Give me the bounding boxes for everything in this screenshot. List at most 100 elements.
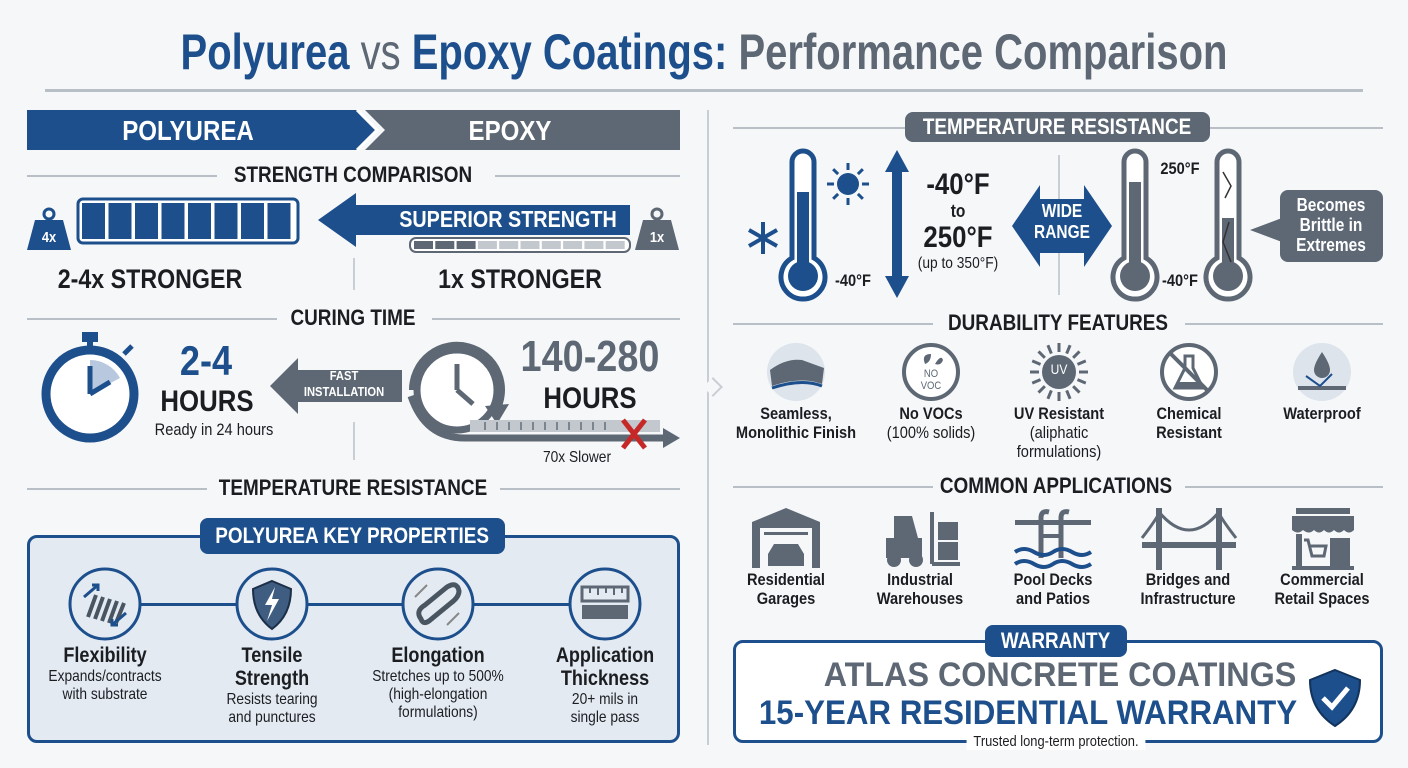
center-divider bbox=[707, 110, 709, 745]
divider-line bbox=[500, 488, 680, 490]
uv-sun-icon bbox=[1030, 343, 1088, 401]
divider-line bbox=[27, 175, 217, 177]
cracked-thermometer-icon bbox=[1203, 148, 1253, 302]
divider-line bbox=[27, 488, 207, 490]
divider-line bbox=[495, 175, 680, 177]
range-note: (up to 350°F) bbox=[917, 255, 999, 272]
callout-line3: Extremes bbox=[1296, 235, 1366, 255]
connector-line bbox=[105, 603, 605, 606]
durability-label: Waterproof bbox=[1283, 404, 1361, 423]
sun-icon bbox=[827, 163, 869, 205]
weight-icon bbox=[635, 207, 679, 250]
application-label: Retail Spaces bbox=[1274, 589, 1370, 608]
application-label: Garages bbox=[756, 589, 816, 608]
chemical-flask-icon bbox=[1160, 343, 1218, 401]
stopwatch-icon bbox=[41, 332, 139, 443]
bar-segment bbox=[456, 241, 476, 249]
no-voc-icon bbox=[902, 343, 960, 401]
application-label: Warehouses bbox=[876, 589, 964, 608]
property-description: single pass bbox=[570, 709, 640, 726]
bar-segment bbox=[584, 241, 604, 249]
superior-strength-label: SUPERIOR STRENGTH bbox=[399, 206, 617, 232]
property-title: Elongation bbox=[391, 644, 485, 667]
shield-check-icon bbox=[1308, 668, 1362, 728]
temperature-heading-left: TEMPERATURE RESISTANCE bbox=[218, 475, 488, 500]
warranty-tagline: Trusted long-term protection. bbox=[966, 734, 1146, 750]
durability-label: Seamless, bbox=[760, 404, 832, 423]
uv-badge: UV bbox=[1050, 361, 1068, 377]
property-description: Expands/contracts bbox=[48, 668, 162, 685]
application-label: Infrastructure bbox=[1140, 589, 1236, 608]
epoxy-cure-value: 140-280 bbox=[520, 332, 660, 381]
applications-heading: COMMON APPLICATIONS bbox=[939, 473, 1173, 498]
property-description: and punctures bbox=[228, 709, 316, 726]
divider-line bbox=[353, 422, 355, 460]
epoxy-strength-result: 1x STRONGER bbox=[438, 264, 602, 294]
no-voc-badge-line1: NO bbox=[923, 368, 939, 380]
bar-segment bbox=[477, 241, 497, 249]
property-description: Stretches up to 500% bbox=[372, 668, 504, 685]
bar-segment bbox=[414, 241, 433, 249]
polyurea-weight-label: 4x bbox=[41, 229, 57, 246]
wide-line1: WIDE bbox=[1041, 201, 1083, 221]
wide-range-arrow bbox=[1012, 185, 1112, 267]
title-underline bbox=[45, 89, 1363, 92]
title-vs: vs bbox=[360, 24, 401, 80]
range-line1: -40°F bbox=[926, 168, 990, 201]
durability-label: Monolithic Finish bbox=[735, 423, 857, 442]
polyurea-strength-result: 2-4x STRONGER bbox=[57, 264, 243, 294]
warranty-headline: 15-YEAR RESIDENTIAL WARRANTY bbox=[758, 694, 1298, 732]
application-label: Pool Decks bbox=[1013, 570, 1093, 589]
garage-car-icon bbox=[752, 508, 820, 568]
polyurea-strength-bar bbox=[76, 197, 300, 245]
property-description: 20+ mils in bbox=[571, 691, 639, 708]
epoxy-strength-bar bbox=[409, 237, 631, 253]
bar-segment bbox=[161, 203, 185, 239]
bar-segment bbox=[435, 241, 455, 249]
property-description: with substrate bbox=[62, 686, 148, 703]
bar-segment bbox=[541, 241, 561, 249]
warranty-company: ATLAS CONCRETE COATINGS bbox=[823, 656, 1297, 694]
durability-label: Resistant bbox=[1156, 423, 1222, 442]
durability-label: UV Resistant bbox=[1013, 404, 1105, 423]
forklift-icon bbox=[886, 512, 960, 567]
polyurea-cure-value: 2-4 bbox=[179, 337, 233, 384]
polyurea-low-temp: -40°F bbox=[835, 271, 871, 290]
divider-line bbox=[1185, 323, 1383, 325]
durability-heading: DURABILITY FEATURES bbox=[947, 310, 1169, 335]
property-description: (high-elongation bbox=[388, 686, 488, 703]
range-line3: 250°F bbox=[923, 221, 993, 254]
property-title: Application bbox=[555, 644, 655, 667]
callout-line2: Brittle in bbox=[1299, 215, 1363, 235]
bar-segment bbox=[605, 241, 625, 249]
pool-ladder-icon bbox=[1013, 509, 1093, 569]
durability-label: (100% solids) bbox=[886, 423, 976, 442]
title-polyurea: Polyurea bbox=[180, 24, 350, 80]
bar-segment bbox=[82, 203, 105, 239]
bar-segment bbox=[188, 203, 211, 239]
callout-line1: Becomes bbox=[1296, 195, 1366, 215]
wide-line2: RANGE bbox=[1034, 222, 1090, 242]
application-label: Industrial bbox=[887, 570, 953, 589]
fast-installation-arrow bbox=[270, 358, 402, 414]
epoxy-cure-unit: HOURS bbox=[543, 382, 637, 415]
property-title: Strength bbox=[234, 667, 310, 690]
no-voc-badge-line2: VOC bbox=[920, 380, 942, 392]
header-epoxy: EPOXY bbox=[468, 115, 552, 146]
fast-label-line1: FAST bbox=[329, 368, 359, 383]
bar-segment bbox=[267, 203, 291, 239]
divider-line bbox=[432, 318, 680, 320]
water-drop-icon bbox=[1293, 343, 1351, 401]
title-epoxy: Epoxy Coatings: bbox=[411, 24, 728, 80]
bar-segment bbox=[563, 241, 583, 249]
property-description: formulations) bbox=[398, 704, 478, 721]
durability-label: (aliphatic bbox=[1029, 423, 1089, 442]
application-label: and Patios bbox=[1016, 589, 1090, 608]
warranty-badge: WARRANTY bbox=[985, 625, 1127, 657]
weight-icon bbox=[27, 207, 71, 250]
property-title: Tensile bbox=[241, 644, 303, 667]
shield-lightning-icon bbox=[235, 567, 309, 641]
slow-clock-icon bbox=[407, 341, 680, 450]
bar-segment bbox=[108, 203, 132, 239]
bar-segment bbox=[241, 203, 264, 239]
